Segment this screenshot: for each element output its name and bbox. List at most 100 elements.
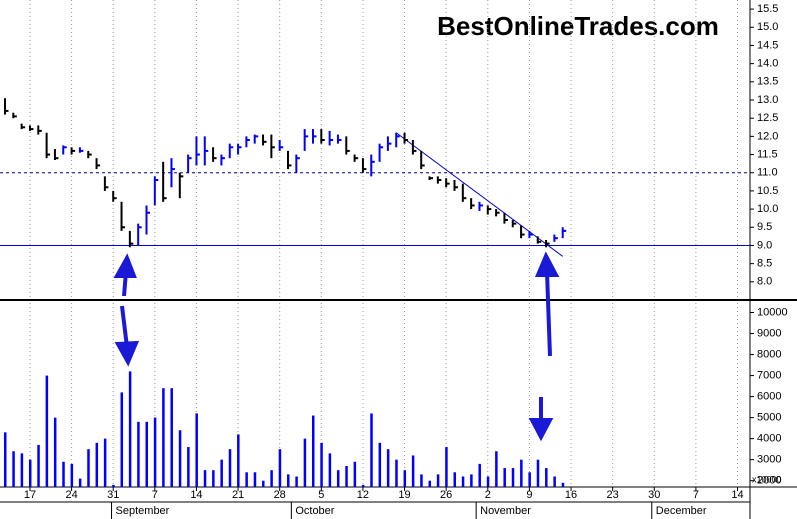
x-tick-label: 12 — [357, 489, 369, 501]
y-tick-label: 12.0 — [757, 130, 778, 142]
volume-bar — [395, 459, 398, 487]
y-tick-label: 15.0 — [757, 21, 778, 33]
volume-bar — [328, 453, 332, 487]
volume-bar — [145, 421, 149, 487]
volume-bar — [162, 388, 165, 487]
month-label: December — [656, 505, 707, 517]
volume-bar — [70, 463, 74, 487]
y-tick-label: 10.0 — [757, 203, 778, 215]
volume-bar — [62, 461, 65, 487]
volume-bar — [87, 449, 90, 487]
month-label: November — [480, 505, 531, 517]
x-tick-label: 26 — [440, 489, 452, 501]
y-tick-label: 9.5 — [757, 221, 772, 233]
month-label: September — [116, 505, 170, 517]
volume-bar — [528, 472, 531, 487]
x-tick-label: 30 — [648, 489, 660, 501]
volume-bar — [170, 388, 173, 487]
volume-bar — [195, 413, 198, 487]
arrows — [113, 251, 560, 442]
y-tick-label: 11.5 — [757, 148, 778, 160]
x-tick-label: 21 — [232, 489, 244, 501]
volume-bar — [237, 434, 240, 487]
arrow-head — [528, 418, 554, 442]
volume-bar — [345, 465, 348, 487]
x-tick-label: 14 — [731, 489, 743, 501]
volume-bar — [470, 474, 473, 487]
y2-tick-label: 10000 — [757, 306, 788, 318]
x-tick-label: 5 — [318, 489, 324, 501]
y2-tick-label: 5000 — [757, 412, 781, 424]
volume-bar — [120, 392, 124, 487]
y2-tick-label: 6000 — [757, 391, 781, 403]
volume-bar — [370, 413, 373, 487]
x-tick-label: 31 — [107, 489, 119, 501]
volume-bar — [453, 472, 456, 487]
y2-tick-label: 2000 — [757, 475, 781, 487]
x-tick-label: 14 — [190, 489, 202, 501]
x-tick-label: 9 — [526, 489, 532, 501]
volume-bar — [95, 442, 99, 487]
volume-bar — [287, 474, 290, 487]
volume-bar — [545, 468, 548, 487]
volume-bar — [386, 449, 390, 487]
volume-bar — [511, 468, 515, 487]
volume-bar — [278, 449, 282, 487]
volume-bar — [428, 480, 432, 487]
volume-unit: x10000 — [752, 474, 782, 484]
volume-bar — [245, 472, 248, 487]
y-tick-label: 10.5 — [757, 185, 778, 197]
volume-bar — [37, 444, 40, 487]
y2-tick-label: 4000 — [757, 433, 781, 445]
volume-bar — [45, 375, 49, 487]
volume-bar — [445, 447, 448, 487]
x-tick-label: 19 — [398, 489, 410, 501]
volume-bar — [203, 470, 207, 487]
x-tick-label: 24 — [65, 489, 77, 501]
volume-bar — [28, 459, 32, 487]
volume-bar — [411, 455, 415, 487]
volume-bar — [361, 484, 365, 487]
volume-bar — [112, 484, 115, 487]
y-tick-label: 11.0 — [757, 167, 778, 179]
volume-bar — [53, 417, 57, 487]
y-tick-label: 13.5 — [757, 76, 778, 88]
volume-bar — [153, 417, 157, 487]
y-tick-label: 15.5 — [757, 3, 778, 15]
y-tick-label: 8.5 — [757, 258, 772, 270]
y2-tick-label: 7000 — [757, 369, 781, 381]
volume-bar — [137, 421, 140, 487]
volume-bar — [436, 474, 440, 487]
volume-bar — [378, 442, 382, 487]
volume-bar — [212, 470, 215, 487]
volume-bar — [353, 461, 357, 487]
y-tick-label: 12.5 — [757, 112, 778, 124]
y-tick-label: 14.0 — [757, 58, 778, 70]
volume-bar — [336, 470, 340, 487]
volume-bar — [486, 476, 490, 487]
x-tick-label: 2 — [485, 489, 491, 501]
arrow-head — [113, 253, 137, 278]
volume-bar — [103, 438, 107, 487]
volume-bar — [495, 451, 498, 487]
volume-bar — [220, 459, 223, 487]
x-tick-label: 16 — [565, 489, 577, 501]
volume-bar — [503, 468, 506, 487]
chart-title: BestOnlineTrades.com — [437, 11, 719, 41]
y-tick-label: 13.0 — [757, 94, 778, 106]
volume-bar — [561, 482, 565, 487]
month-label: October — [295, 505, 334, 517]
volume-bar — [228, 449, 232, 487]
volume-bar — [262, 480, 265, 487]
arrow — [545, 271, 552, 357]
volume-bar — [253, 472, 257, 487]
volume-bar — [128, 371, 132, 487]
y-tick-label: 14.5 — [757, 39, 778, 51]
x-tick-label: 28 — [274, 489, 286, 501]
volume-bar — [320, 442, 323, 487]
volume-bar — [403, 470, 407, 487]
volume-bar — [3, 432, 7, 487]
